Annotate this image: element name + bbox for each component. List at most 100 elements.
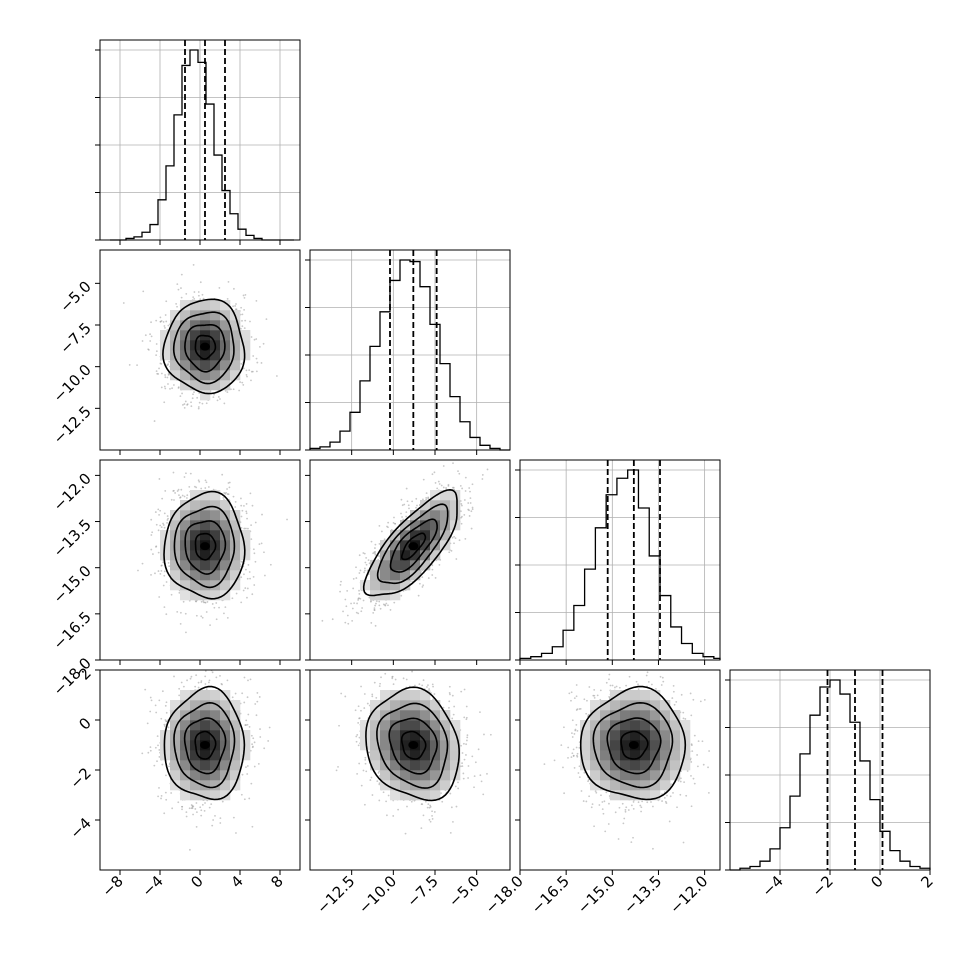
scatter-point	[338, 724, 340, 727]
density-cell	[430, 740, 441, 751]
scatter-point	[386, 814, 388, 817]
scatter-point	[149, 746, 152, 749]
scatter-point	[244, 319, 247, 322]
density-cell	[200, 390, 211, 401]
scatter-point	[243, 296, 246, 299]
density-cell	[380, 540, 391, 551]
scatter-point	[202, 297, 205, 300]
scatter-point	[185, 472, 187, 475]
scatter-point	[452, 462, 454, 465]
density-cell	[230, 760, 241, 771]
scatter-point	[358, 554, 361, 557]
scatter-point	[159, 316, 162, 319]
scatter-point	[378, 604, 381, 607]
density-cell	[160, 340, 171, 351]
scatter-point	[204, 487, 207, 489]
scatter-point	[179, 395, 182, 398]
density-cell	[180, 550, 191, 561]
scatter-point	[197, 479, 200, 482]
scatter-point	[166, 515, 169, 517]
scatter-point	[179, 623, 182, 625]
scatter-point	[410, 800, 413, 803]
scatter-point	[223, 491, 226, 494]
scatter-point	[253, 338, 256, 341]
scatter-point	[199, 806, 202, 809]
density-cell	[370, 730, 381, 741]
density-cell	[210, 370, 221, 381]
density-cell	[220, 700, 231, 711]
scatter-point	[370, 540, 373, 543]
scatter-point	[442, 465, 445, 467]
scatter-point	[480, 780, 483, 783]
scatter-point	[465, 716, 468, 719]
density-cell	[170, 310, 181, 321]
scatter-point	[232, 388, 235, 391]
scatter-point	[212, 819, 215, 821]
scatter-point	[174, 492, 176, 494]
scatter-point	[150, 335, 153, 338]
scatter-point	[218, 606, 220, 609]
scatter-point	[452, 820, 454, 823]
scatter-point	[375, 696, 378, 699]
scatter-point	[451, 694, 454, 697]
scatter-point	[454, 785, 457, 788]
density-cell	[170, 330, 181, 341]
scatter-point	[241, 773, 244, 776]
scatter-point	[152, 553, 154, 555]
scatter-point	[165, 720, 168, 723]
scatter-point	[201, 616, 204, 619]
scatter-point	[454, 537, 457, 540]
scatter-point	[434, 482, 437, 484]
density-cell	[420, 730, 431, 741]
density-cell	[230, 360, 241, 371]
scatter-point	[241, 325, 244, 328]
density-cell	[170, 370, 181, 381]
density-cell	[410, 530, 421, 541]
scatter-point	[400, 594, 403, 597]
scatter-point	[203, 809, 206, 812]
scatter-point	[259, 345, 261, 348]
scatter-point	[377, 554, 380, 557]
scatter-point	[352, 578, 355, 580]
scatter-point	[196, 396, 199, 399]
density-cell	[190, 370, 201, 381]
density-cell	[400, 760, 411, 771]
scatter-point	[231, 696, 234, 699]
scatter-point	[150, 321, 152, 324]
scatter-point	[163, 812, 166, 815]
scatter-point	[225, 491, 227, 494]
contour-line	[162, 298, 246, 395]
density-cell	[380, 730, 391, 741]
scatter-point	[186, 403, 189, 406]
density-cell	[200, 370, 211, 381]
scatter-point	[178, 591, 181, 594]
panel-frame	[309, 459, 511, 661]
density-cell	[240, 340, 251, 351]
density-cell	[410, 690, 421, 701]
scatter-point	[180, 296, 183, 299]
scatter-point	[256, 361, 259, 364]
contour-line	[163, 490, 246, 600]
scatter-point	[392, 815, 395, 817]
scatter-point	[424, 800, 427, 803]
density-cell	[230, 550, 241, 561]
scatter-point	[162, 561, 165, 564]
scatter-point	[142, 290, 145, 293]
scatter-point	[364, 561, 367, 564]
density-cell	[200, 520, 211, 531]
scatter-point	[431, 568, 434, 571]
scatter-point	[213, 393, 215, 396]
scatter-point	[190, 405, 193, 408]
scatter-point	[449, 693, 451, 696]
scatter-point	[387, 794, 390, 797]
scatter-point	[421, 586, 424, 588]
scatter-point	[252, 575, 255, 578]
scatter-point	[172, 471, 175, 474]
density-cell	[430, 510, 441, 521]
scatter-point	[243, 327, 246, 330]
scatter-point	[177, 387, 180, 389]
scatter-point	[431, 818, 434, 820]
scatter-point	[344, 695, 347, 698]
scatter-point	[193, 298, 196, 300]
scatter-point	[459, 765, 462, 768]
